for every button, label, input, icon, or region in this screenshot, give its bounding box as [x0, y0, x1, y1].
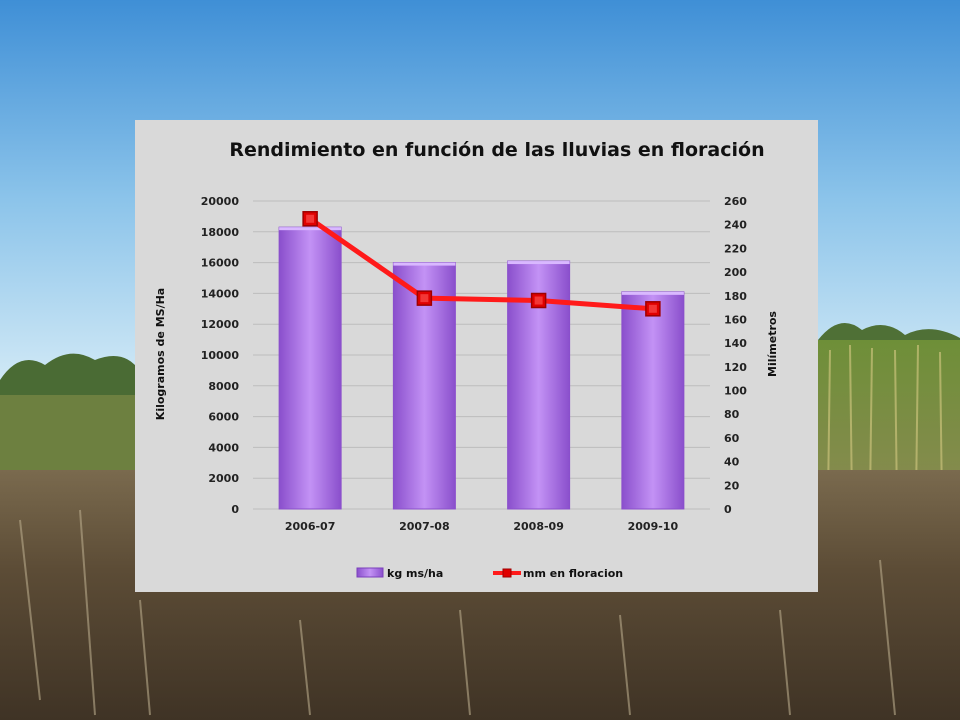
y2-tick-label: 260: [724, 195, 747, 208]
bar-top-highlight: [393, 262, 456, 266]
y2-tick-label: 100: [724, 385, 747, 398]
x-axis-ticks: 2006-07 2007-08 2008-09 2009-10: [285, 520, 679, 533]
legend-line-label: mm en floracion: [523, 567, 623, 580]
x-tick-label: 2006-07: [285, 520, 336, 533]
bar-2009-10: [621, 291, 685, 510]
bar-top-highlight: [279, 227, 342, 231]
y-tick-label: 2000: [208, 472, 239, 485]
y-tick-label: 0: [231, 503, 239, 516]
y-tick-label: 4000: [208, 441, 239, 454]
y2-tick-label: 120: [724, 361, 747, 374]
rain-line: [302, 211, 661, 317]
rain-line-path: [308, 216, 654, 312]
legend-bar-swatch: [356, 567, 384, 578]
y-tick-label: 16000: [201, 257, 240, 270]
x-tick-label: 2007-08: [399, 520, 450, 533]
y-axis-label: Kilogramos de MS/Ha: [154, 288, 167, 420]
bar-2006-07: [278, 226, 342, 510]
y-tick-label: 18000: [201, 226, 240, 239]
bars: [278, 226, 685, 510]
y2-tick-label: 160: [724, 313, 747, 326]
x-tick-label: 2009-10: [628, 520, 679, 533]
y2-tick-label: 180: [724, 290, 747, 303]
y-tick-label: 8000: [208, 380, 239, 393]
legend: kg ms/ha mm en floracion: [356, 567, 623, 580]
rain-point-highlight: [534, 296, 543, 305]
legend-line-marker: [502, 568, 512, 578]
y2-tick-label: 240: [724, 219, 747, 232]
rain-point-highlight: [420, 294, 429, 303]
bar-top-highlight: [507, 261, 570, 265]
y2-tick-label: 80: [724, 408, 740, 421]
y-axis-right-ticks: 0 20 40 60 80 100 120 140 160 180 200 220 240 260: [724, 195, 747, 516]
chart: Rendimiento en función de las lluvias en…: [154, 139, 779, 580]
y2-tick-label: 60: [724, 432, 740, 445]
x-tick-label: 2008-09: [513, 520, 564, 533]
y-tick-label: 12000: [201, 318, 240, 331]
y2-tick-label: 0: [724, 503, 732, 516]
chart-title: Rendimiento en función de las lluvias en…: [229, 139, 764, 161]
y-tick-label: 14000: [201, 287, 240, 300]
y2-tick-label: 20: [724, 479, 740, 492]
y2-tick-label: 40: [724, 456, 740, 469]
y-tick-label: 6000: [208, 411, 239, 424]
rain-point-highlight: [648, 304, 657, 313]
y2-tick-label: 140: [724, 337, 747, 350]
y2-tick-label: 200: [724, 266, 747, 279]
bar-top-highlight: [621, 291, 684, 295]
y-axis-left-ticks: 0 2000 4000 6000 8000 10000 12000 14000 16000 180…: [201, 195, 240, 516]
y-tick-label: 20000: [201, 195, 240, 208]
y2-axis-label: Milímetros: [766, 311, 779, 377]
rain-point-highlight: [306, 214, 315, 223]
chart-panel: Rendimiento en función de las lluvias en…: [135, 120, 818, 592]
legend-bar-label: kg ms/ha: [387, 567, 443, 580]
y2-tick-label: 220: [724, 242, 747, 255]
y-tick-label: 10000: [201, 349, 240, 362]
